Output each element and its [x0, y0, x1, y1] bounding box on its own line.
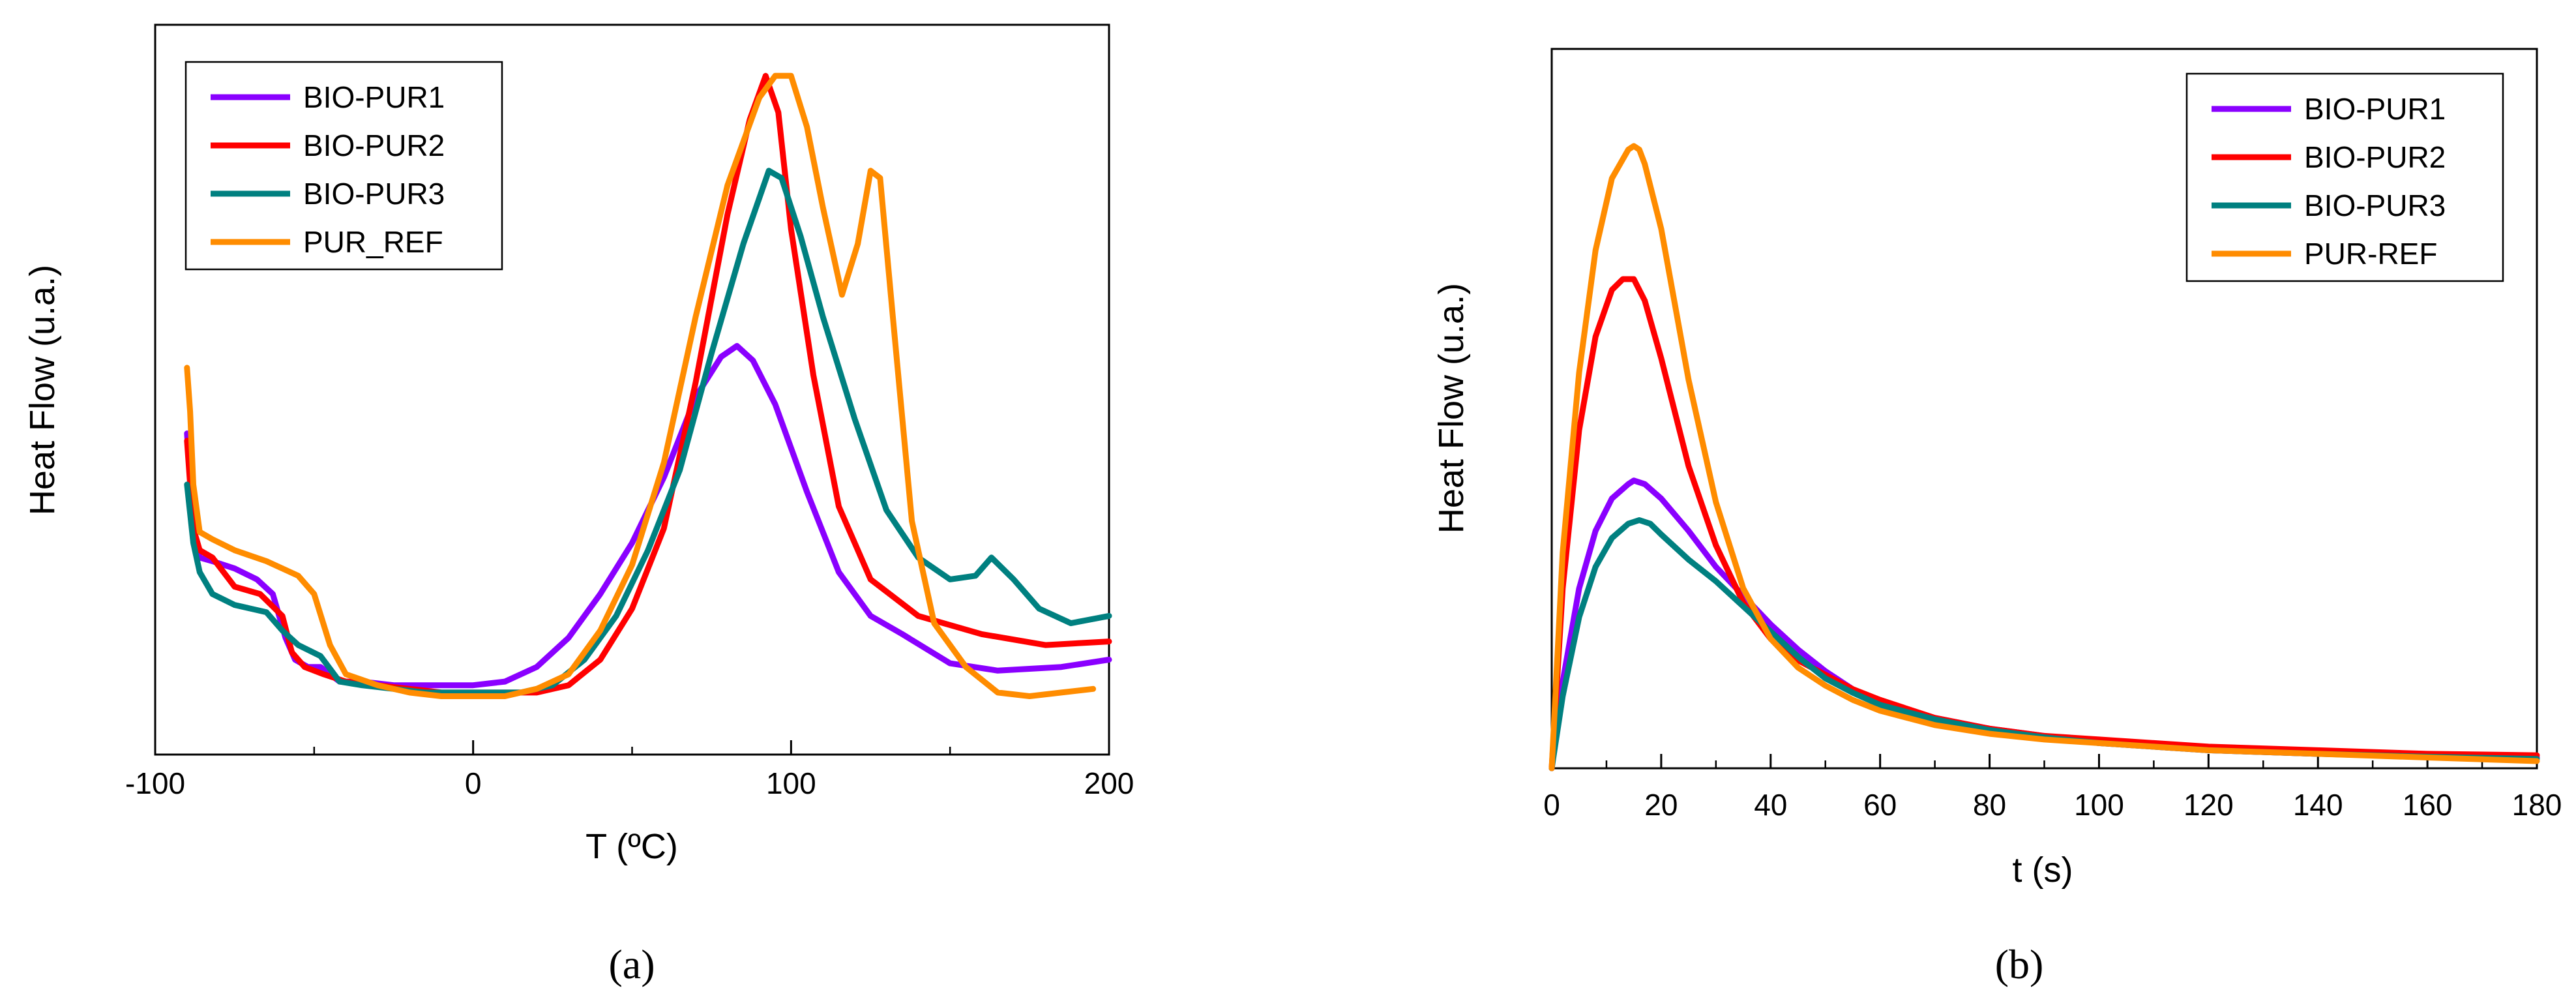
- y-axis-label-b: Heat Flow (u.a.): [1432, 283, 1471, 533]
- panel-label-a: (a): [608, 941, 655, 987]
- legend-a: BIO-PUR1 BIO-PUR2 BIO-PUR3 PUR_REF: [185, 61, 503, 271]
- legend-label: BIO-PUR2: [303, 128, 445, 162]
- x-tick-label-a: 0: [465, 766, 482, 800]
- legend-label: BIO-PUR1: [2304, 92, 2446, 126]
- legend-label: BIO-PUR1: [303, 80, 445, 114]
- y-axis-label-a: Heat Flow (u.a.): [23, 265, 62, 515]
- x-tick-label-b: 0: [1543, 788, 1560, 822]
- legend-b: BIO-PUR1 BIO-PUR2 BIO-PUR3 PUR-REF: [2185, 72, 2504, 282]
- x-tick-label-b: 80: [1973, 788, 2006, 822]
- x-tick-label-b: 140: [2293, 788, 2343, 822]
- x-tick-label-b: 40: [1754, 788, 1787, 822]
- ticks-a: -100 0 100 200: [125, 740, 1134, 800]
- x-tick-label-b: 180: [2512, 788, 2562, 822]
- series-line-bio-pur1: [184, 342, 1112, 689]
- ticks-b: 0 20 40 60 80 100 120 140 160 180: [1543, 754, 2562, 822]
- legend-label: BIO-PUR3: [2304, 188, 2446, 222]
- series-lines-a: [184, 72, 1112, 699]
- legend-label: PUR_REF: [303, 225, 443, 259]
- x-axis-label-b: t (s): [2013, 850, 2073, 890]
- series-lines-b: [1548, 143, 2540, 772]
- series-line-pur-ref: [1548, 143, 2540, 772]
- series-line-bio-pur1: [1548, 477, 2540, 772]
- x-tick-label-b: 100: [2074, 788, 2124, 822]
- x-tick-label-b: 20: [1644, 788, 1678, 822]
- series-line-pur-ref: [184, 72, 1097, 699]
- x-tick-label-a: 200: [1084, 766, 1134, 800]
- x-tick-label-a: -100: [125, 766, 185, 800]
- legend-label: BIO-PUR3: [303, 177, 445, 211]
- legend-label: PUR-REF: [2304, 237, 2437, 271]
- series-line-bio-pur3: [1548, 517, 2540, 772]
- x-tick-label-a: 100: [766, 766, 816, 800]
- x-tick-label-b: 60: [1863, 788, 1897, 822]
- x-tick-label-b: 160: [2403, 788, 2453, 822]
- legend-label: BIO-PUR2: [2304, 140, 2446, 174]
- panel-label-b: (b): [1995, 941, 2044, 987]
- series-line-bio-pur2: [184, 72, 1112, 696]
- series-line-bio-pur2: [1548, 276, 2540, 772]
- chart-panel-b: 0 20 40 60 80 100 120 140 160 180 Heat Flow (u.a.…: [1432, 48, 2562, 987]
- x-tick-label-b: 120: [2184, 788, 2234, 822]
- series-line-bio-pur3: [184, 168, 1112, 696]
- chart-panel-a: -100 0 100 200 Heat Flow (u.a.) T (ºC) (a) …: [23, 23, 1134, 987]
- x-axis-label-a: T (ºC): [585, 827, 678, 866]
